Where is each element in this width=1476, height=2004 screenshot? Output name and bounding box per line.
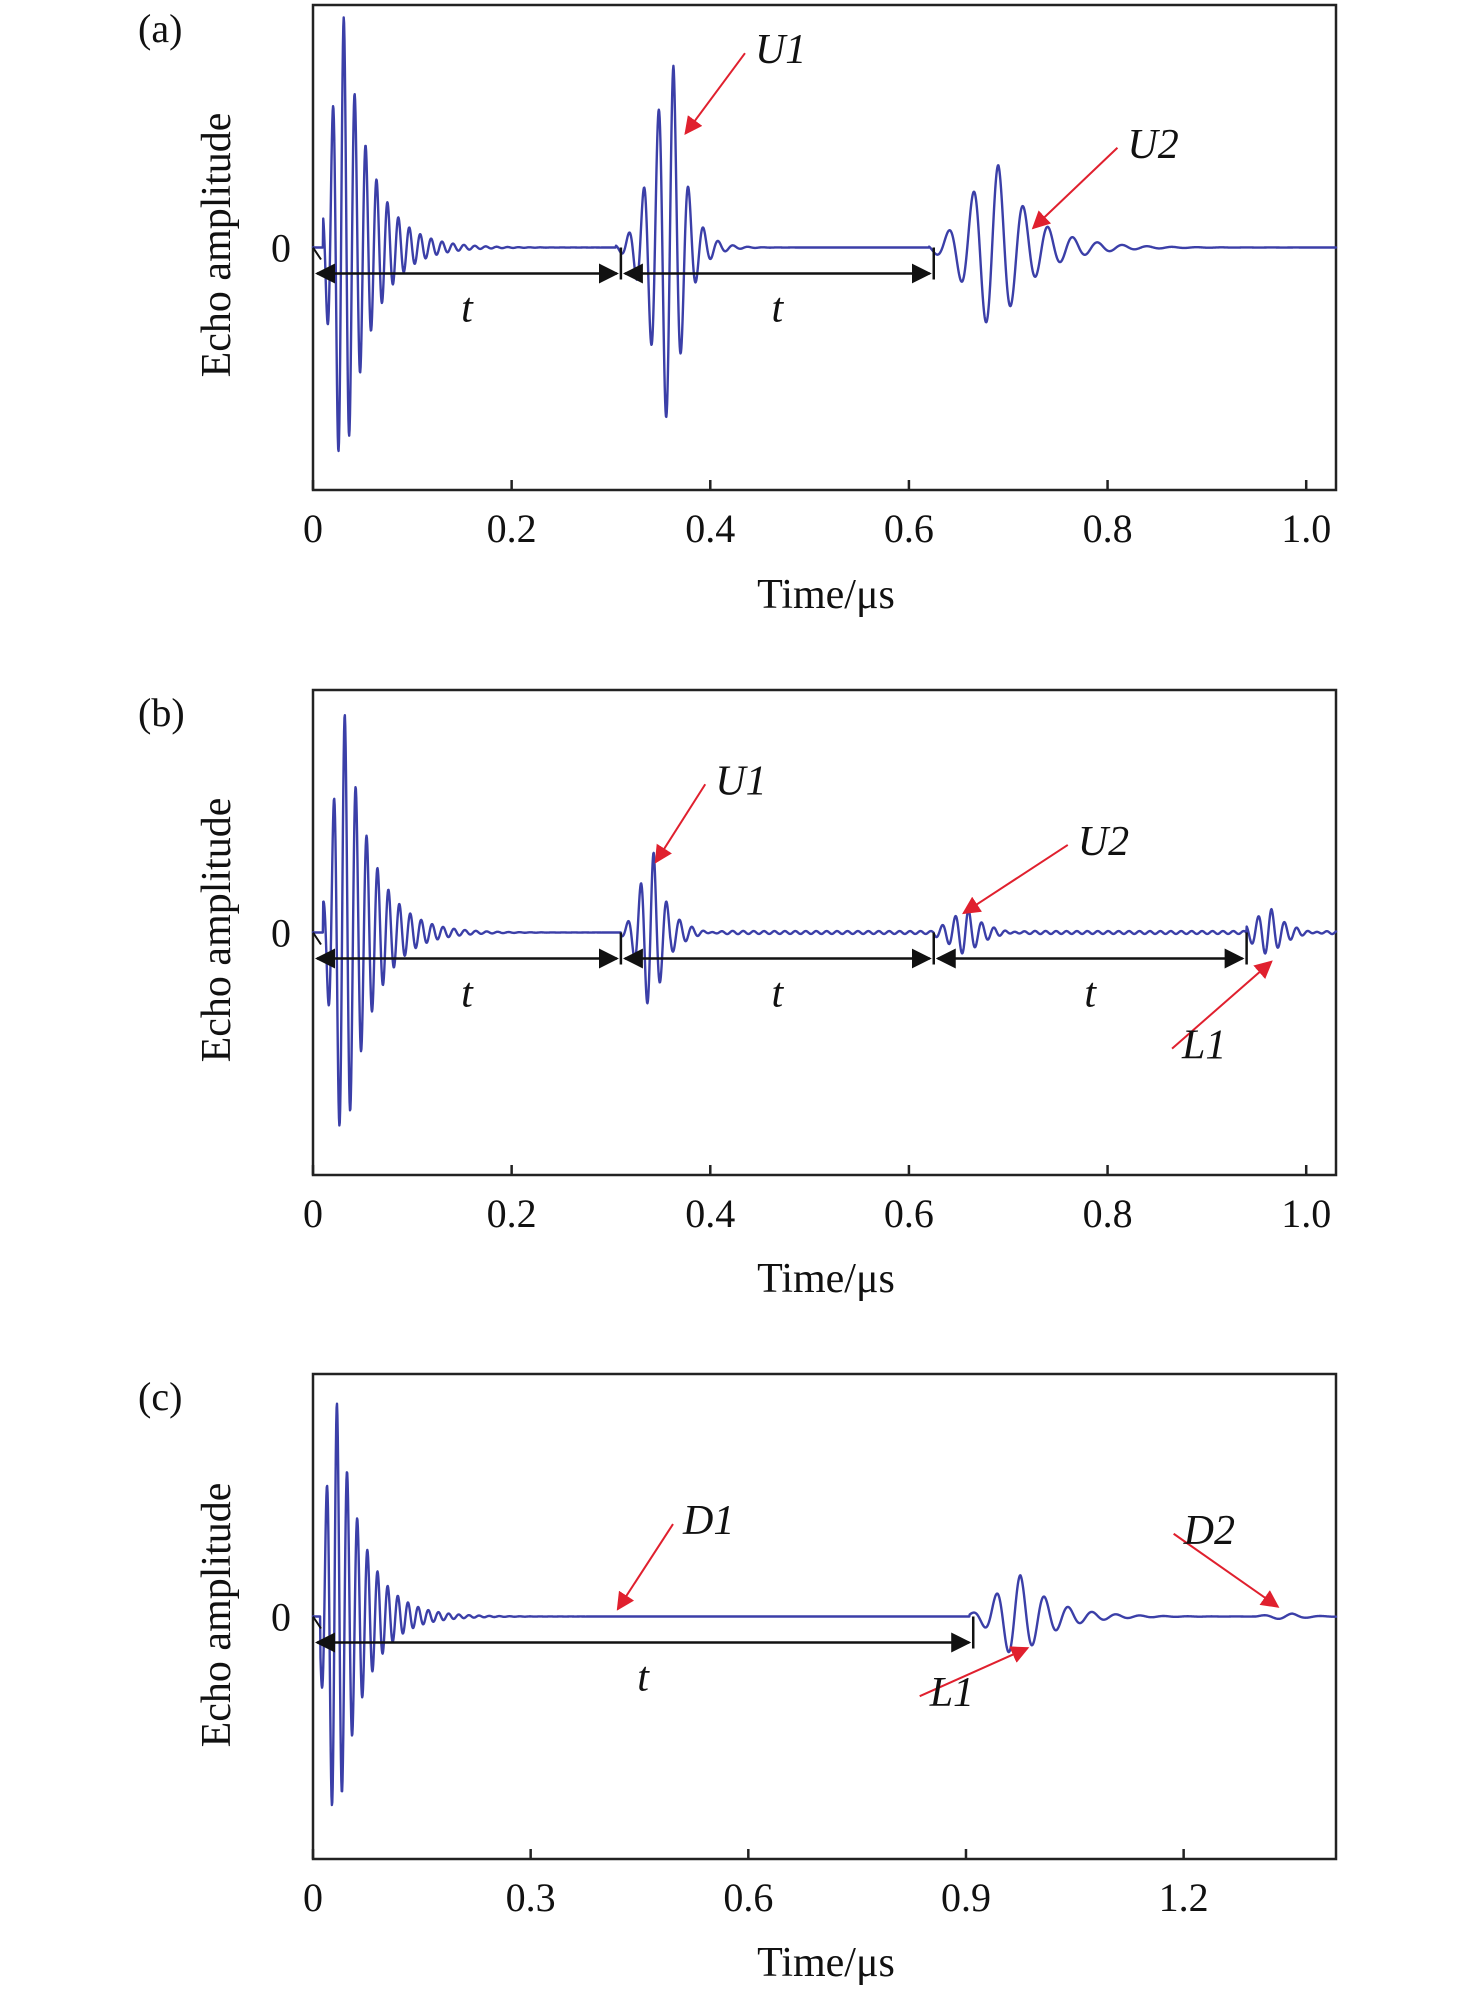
panel-b: (b) Echo amplitude Time/μs 0 0.2 0.4 0.6 0.8…: [138, 688, 1338, 1302]
y-tick-label: 0: [271, 226, 291, 271]
plot-area: 0 0.2 0.4 0.6 0.8 1.0 0 t t t U1 U2 L1: [271, 688, 1338, 1236]
signal-start-stub: [312, 246, 322, 261]
annotation-label: L1: [1181, 1023, 1226, 1069]
x-tick-label: 0.6: [884, 506, 934, 551]
annotation-arrow: [616, 1523, 674, 1611]
annotation-label: U2: [1078, 819, 1129, 865]
x-axis-title: Time/μs: [757, 572, 895, 618]
annotation-arrow: [1171, 960, 1273, 1050]
interval-label: t: [771, 971, 784, 1017]
interval-label: t: [461, 971, 474, 1017]
y-axis-title: Echo amplitude: [194, 113, 240, 378]
x-tick-label: 0.3: [506, 1875, 556, 1920]
x-tick-label: 0.4: [685, 1191, 735, 1236]
x-tick-label: 0.6: [723, 1875, 773, 1920]
y-tick-label: 0: [271, 1595, 291, 1640]
annotation-arrow: [962, 844, 1069, 915]
annotation-label: D1: [682, 1498, 734, 1544]
annotation-arrow: [919, 1646, 1030, 1698]
y-tick-label: 0: [271, 911, 291, 956]
panel-label: (a): [138, 6, 182, 51]
annotation-arrow: [1173, 1532, 1280, 1608]
x-tick-label: 0.4: [685, 506, 735, 551]
interval-label: t: [637, 1655, 650, 1701]
panel-label: (c): [138, 1374, 182, 1419]
x-tick-label: 0: [303, 1191, 323, 1236]
x-tick-label: 0.6: [884, 1191, 934, 1236]
signal-start-stub: [312, 1615, 322, 1630]
x-tick-label: 1.0: [1281, 506, 1331, 551]
panel-c: (c) Echo amplitude Time/μs 0 0.3 0.6 0.9 1.2…: [138, 1372, 1338, 1986]
x-tick-label: 0.8: [1083, 506, 1133, 551]
x-tick-label: 0.2: [487, 1191, 537, 1236]
echo-signal-line: [311, 16, 1338, 453]
annotation-label: U1: [715, 758, 766, 804]
x-tick-label: 0: [303, 506, 323, 551]
echo-signal-line: [311, 1402, 1338, 1807]
annotation-arrow: [684, 52, 746, 135]
panel-a: (a) Echo amplitude Time/μs 0 0.2 0.4 0.6 0.8…: [138, 3, 1338, 618]
y-axis-title: Echo amplitude: [194, 798, 240, 1063]
x-axis-title: Time/μs: [757, 1940, 895, 1986]
x-tick-label: 1.2: [1159, 1875, 1209, 1920]
plot-area: 0 0.3 0.6 0.9 1.2 0 t D1 L1 D2: [271, 1372, 1338, 1920]
annotation-label: D2: [1183, 1508, 1235, 1554]
x-tick-label: 0.9: [941, 1875, 991, 1920]
y-axis-title: Echo amplitude: [194, 1483, 240, 1748]
x-tick-label: 1.0: [1281, 1191, 1331, 1236]
interval-label: t: [461, 286, 474, 332]
x-tick-label: 0.8: [1083, 1191, 1133, 1236]
annotation-label: L1: [929, 1670, 974, 1716]
panel-label: (b): [138, 690, 185, 735]
signal-start-stub: [312, 931, 322, 946]
x-tick-label: 0.2: [487, 506, 537, 551]
annotation-arrow: [654, 783, 707, 864]
plot-area: 0 0.2 0.4 0.6 0.8 1.0 0 t t U1 U2: [271, 3, 1338, 551]
annotation-arrow: [1031, 147, 1119, 230]
echo-signal-line: [311, 714, 1338, 1127]
x-axis-title: Time/μs: [757, 1256, 895, 1302]
annotation-label: U1: [755, 27, 806, 73]
interval-label: t: [771, 286, 784, 332]
x-tick-label: 0: [303, 1875, 323, 1920]
interval-label: t: [1084, 971, 1097, 1017]
annotation-label: U2: [1127, 122, 1178, 168]
